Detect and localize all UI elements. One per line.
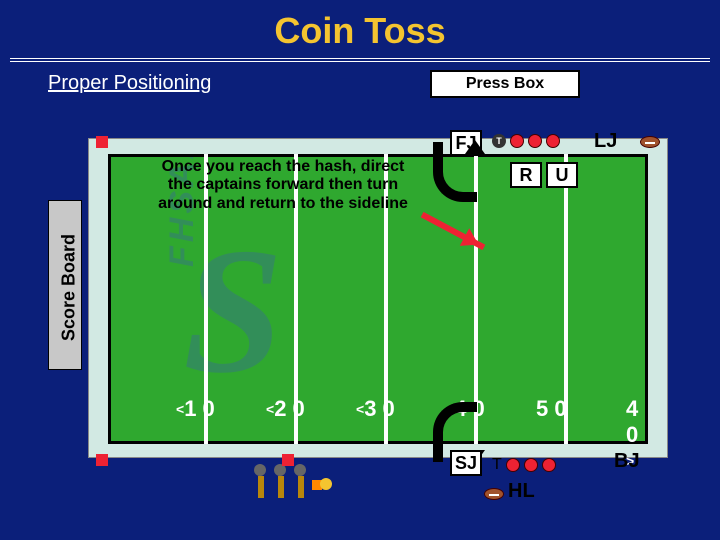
- football-icon: [640, 136, 660, 148]
- player-dot-icon: [506, 458, 520, 472]
- pylon-marker-icon: [96, 136, 108, 148]
- watermark-logo: FHSAA S: [183, 207, 393, 444]
- press-box-label: Press Box: [430, 70, 580, 98]
- player-dot-icon: [524, 458, 538, 472]
- scoreboard-label: Score Board: [59, 208, 80, 368]
- official-SJ: SJ: [450, 450, 482, 476]
- player-dot-icon: [510, 134, 524, 148]
- page-title: Coin Toss: [0, 0, 720, 58]
- team-markers-top: T: [492, 134, 560, 148]
- official-R: R: [510, 162, 542, 188]
- subtitle-row: Proper Positioning Press Box: [0, 70, 720, 104]
- player-dot-icon: [542, 458, 556, 472]
- chain-crew-icon: [248, 472, 348, 506]
- pylon-marker-icon: [96, 454, 108, 466]
- official-LJ: LJ: [594, 130, 617, 153]
- player-dot-icon: [546, 134, 560, 148]
- official-HL: HL: [508, 480, 535, 503]
- instruction-text: Once you reach the hash, direct the capt…: [148, 158, 418, 213]
- captain-marker-icon: T: [492, 134, 506, 148]
- official-U: U: [546, 162, 578, 188]
- player-dot-icon: [528, 134, 542, 148]
- subtitle: Proper Positioning: [48, 72, 211, 95]
- captain-marker-icon: T: [492, 456, 502, 474]
- pylon-marker-icon: [282, 454, 294, 466]
- scoreboard-box: Score Board: [48, 200, 82, 370]
- field-diagram: Score Board FHSAA S <1 0<2 0<3 0<4 05 04…: [48, 120, 688, 510]
- football-icon: [484, 488, 504, 500]
- official-BJ: BJ: [614, 450, 640, 473]
- team-markers-bottom: T: [492, 456, 556, 474]
- divider: [10, 58, 710, 62]
